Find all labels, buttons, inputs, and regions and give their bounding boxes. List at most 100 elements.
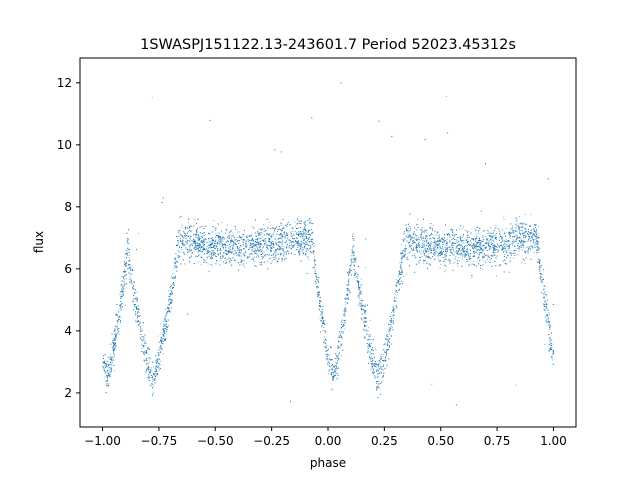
scatter-point	[553, 353, 555, 355]
scatter-point	[201, 241, 203, 243]
scatter-point	[340, 334, 342, 336]
scatter-point	[378, 380, 380, 382]
scatter-point	[512, 244, 514, 246]
scatter-point	[274, 258, 276, 260]
scatter-point	[503, 218, 505, 220]
scatter-point	[170, 289, 171, 291]
scatter-point	[227, 250, 229, 252]
scatter-point	[142, 344, 144, 346]
scatter-point	[495, 250, 497, 252]
scatter-point	[395, 297, 397, 299]
scatter-point	[361, 291, 363, 293]
scatter-point	[333, 370, 335, 372]
scatter-point	[116, 326, 118, 328]
scatter-point	[155, 362, 157, 363]
scatter-point	[265, 249, 267, 251]
scatter-point	[379, 372, 381, 374]
scatter-point	[474, 255, 476, 257]
scatter-point	[306, 239, 308, 241]
scatter-point	[459, 236, 461, 238]
scatter-point	[406, 227, 408, 229]
scatter-point	[370, 358, 372, 360]
scatter-point	[129, 254, 131, 256]
scatter-point	[440, 241, 442, 243]
scatter-point	[472, 238, 474, 240]
scatter-point	[467, 244, 469, 246]
scatter-point	[232, 251, 234, 253]
scatter-point	[104, 373, 106, 375]
scatter-point	[518, 250, 520, 252]
scatter-point	[219, 239, 221, 241]
scatter-point	[160, 350, 162, 352]
scatter-point	[505, 245, 507, 247]
scatter-point	[476, 253, 478, 255]
scatter-point	[537, 236, 539, 237]
scatter-point	[173, 267, 175, 269]
scatter-point	[122, 292, 124, 294]
scatter-point	[225, 232, 226, 234]
scatter-point	[131, 273, 133, 275]
scatter-point	[213, 220, 215, 222]
scatter-point	[327, 360, 329, 362]
scatter-point	[510, 252, 512, 254]
scatter-point	[315, 275, 317, 277]
scatter-point	[524, 250, 526, 252]
scatter-point	[530, 233, 531, 235]
scatter-point	[252, 248, 254, 250]
scatter-point	[292, 231, 294, 232]
scatter-point	[436, 240, 438, 242]
scatter-point	[444, 240, 446, 242]
scatter-point	[382, 368, 384, 370]
scatter-point	[106, 371, 108, 373]
scatter-point	[176, 236, 178, 238]
scatter-point	[508, 248, 510, 250]
scatter-point	[392, 315, 394, 317]
scatter-point	[188, 231, 189, 233]
scatter-point	[536, 231, 538, 233]
scatter-point	[254, 261, 256, 262]
scatter-point	[117, 319, 119, 321]
scatter-point	[297, 240, 299, 241]
scatter-point	[302, 237, 304, 239]
scatter-point	[473, 248, 475, 250]
scatter-point	[246, 247, 247, 249]
scatter-point	[335, 364, 337, 366]
scatter-point	[286, 225, 288, 227]
scatter-point	[534, 235, 536, 237]
scatter-point	[254, 251, 256, 252]
scatter-point	[487, 230, 489, 232]
scatter-point	[215, 232, 217, 234]
scatter-point	[431, 247, 433, 249]
scatter-point	[128, 257, 130, 259]
scatter-point	[446, 238, 448, 240]
scatter-point	[516, 218, 518, 220]
scatter-point	[313, 256, 315, 258]
scatter-point	[149, 377, 151, 379]
scatter-point	[239, 250, 241, 252]
scatter-point	[426, 238, 428, 239]
scatter-point	[111, 346, 113, 348]
scatter-point	[457, 237, 459, 238]
scatter-point	[505, 228, 507, 230]
scatter-point	[483, 235, 485, 237]
scatter-point	[279, 242, 281, 244]
scatter-point	[385, 349, 387, 350]
scatter-point	[112, 356, 114, 358]
scatter-point	[492, 255, 494, 256]
scatter-point	[155, 369, 157, 371]
scatter-point	[414, 253, 416, 255]
scatter-point	[170, 276, 172, 278]
scatter-point	[501, 249, 503, 250]
scatter-point	[200, 244, 201, 246]
scatter-point	[477, 233, 479, 234]
scatter-point	[333, 365, 335, 367]
scatter-point	[155, 369, 157, 371]
scatter-point	[223, 237, 225, 238]
scatter-point	[454, 251, 456, 253]
scatter-point	[167, 310, 169, 312]
scatter-point	[143, 337, 145, 339]
scatter-point	[482, 241, 484, 242]
scatter-point	[104, 365, 106, 367]
scatter-point	[540, 279, 542, 281]
scatter-point	[161, 328, 163, 330]
